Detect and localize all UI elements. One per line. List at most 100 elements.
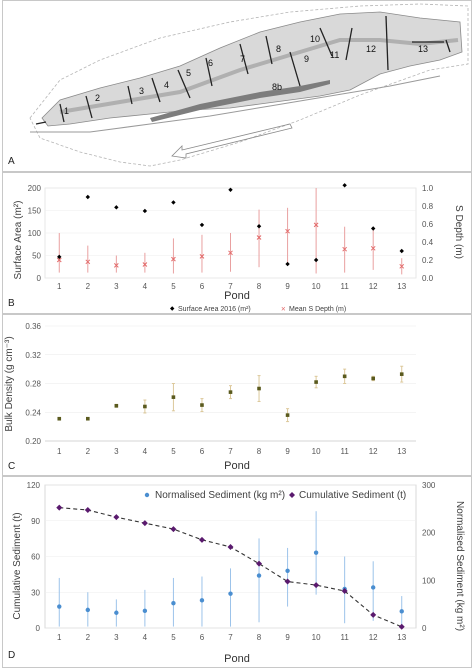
dark-spit [150, 80, 330, 122]
chart-b-ylabel: Surface Area (m²) [13, 201, 24, 280]
chart-d-xlabel: Pond [224, 653, 250, 665]
y-right-tick-label-b: 0.0 [422, 274, 434, 283]
surface-area-point [142, 208, 148, 214]
cumulative-point [227, 543, 234, 550]
y-tick-label-d: 30 [31, 588, 40, 597]
pond-label-11: 11 [330, 50, 339, 60]
panel-letter-d: D [8, 650, 15, 661]
density-point [57, 416, 62, 421]
density-point [143, 404, 147, 409]
x-tick-label-b: 4 [143, 282, 148, 291]
surface-area-point [228, 187, 233, 192]
normalised-point [313, 550, 319, 555]
surface-area-point [85, 194, 91, 200]
cumulative-point [141, 520, 148, 527]
x-tick-label-d: 11 [340, 633, 349, 642]
panel-letter-c: C [8, 461, 15, 472]
panel-letter-a: A [8, 156, 15, 167]
depth-point [228, 250, 233, 256]
y-tick-label-c: 0.28 [25, 380, 41, 389]
panel-c-border [2, 314, 472, 476]
depth-point [199, 254, 205, 259]
pond-label-6: 6 [208, 58, 213, 68]
x-tick-label-c: 11 [340, 447, 349, 456]
normalised-point [370, 585, 376, 590]
panel-b-border [2, 172, 472, 314]
cumulative-point [313, 582, 320, 589]
normalised-point [228, 591, 233, 596]
density-point [171, 395, 176, 399]
surface-area-point [313, 257, 319, 263]
x-tick-label-c: 12 [369, 447, 378, 456]
cumulative-point [84, 507, 91, 514]
x-tick-label-c: 8 [257, 447, 262, 456]
x-tick-label-d: 3 [114, 633, 119, 642]
legend-symbol-normalised [144, 492, 150, 498]
pond-label-7: 7 [240, 54, 245, 64]
x-tick-label-d: 12 [369, 633, 378, 642]
surface-area-point [199, 222, 205, 228]
panel-a-border [2, 0, 472, 172]
x-tick-label-b: 13 [397, 282, 406, 291]
depth-point [313, 222, 319, 228]
legend-symbol-cumulative [289, 492, 295, 498]
pond-label-4: 4 [164, 80, 169, 90]
cumulative-point [370, 611, 377, 618]
depth-point [56, 257, 62, 263]
depth-point [399, 263, 405, 269]
x-tick-label-c: 2 [86, 447, 91, 456]
density-point [114, 403, 119, 408]
y-right-tick-label-d: 300 [422, 481, 436, 490]
chart-d-ylabel: Cumulative Sediment (t) [12, 512, 23, 619]
cumulative-point [170, 526, 177, 533]
panel-b-chart: Surface Area (m²) S Depth (m) Pond B Sur… [0, 172, 474, 314]
y-tick-label-d: 90 [31, 517, 40, 526]
y-right-tick-label-b: 1.0 [422, 184, 434, 193]
x-tick-label-c: 13 [397, 447, 406, 456]
pond-dividers [35, 15, 451, 125]
chart-b-xlabel: Pond [224, 290, 250, 302]
density-point [200, 403, 204, 407]
x-tick-label-d: 10 [312, 633, 321, 642]
normalised-point [399, 609, 404, 614]
panel-c-chart: Bulk Density (g cm⁻³) Pond C 0.20 0.24 0.2… [0, 314, 474, 476]
chart-c-ylabel: Bulk Density (g cm⁻³) [4, 336, 15, 431]
density-point [342, 374, 347, 379]
surface-area-depth-chart: Surface Area (m²) S Depth (m) Pond B Sur… [8, 183, 464, 314]
normalised-point [57, 604, 62, 609]
x-tick-label-c: 5 [171, 447, 176, 456]
x-tick-label-b: 11 [340, 282, 349, 291]
pond-map: 1 2 3 4 5 6 7 8 8b 9 10 11 12 13 A [8, 3, 469, 167]
chart-c-xlabel: Pond [224, 460, 250, 472]
legend-normalised-sediment: Normalised Sediment (kg m²) [155, 490, 285, 501]
cumulative-point [256, 560, 263, 567]
density-point [86, 416, 90, 421]
x-tick-label-d: 1 [57, 633, 62, 642]
x-tick-label-c: 9 [285, 447, 290, 456]
pond-label-9: 9 [304, 54, 309, 64]
pond-label-3: 3 [139, 86, 144, 96]
x-tick-label-b: 3 [114, 282, 119, 291]
panel-letter-b: B [8, 298, 15, 309]
y-right-tick-label-b: 0.6 [422, 220, 434, 229]
x-tick-label-b: 10 [312, 282, 321, 291]
cumulative-point [198, 536, 205, 543]
x-tick-label-b: 8 [257, 282, 262, 291]
legend-cumulative-sediment: Cumulative Sediment (t) [299, 490, 406, 501]
density-point [257, 386, 261, 391]
normalised-point [85, 607, 91, 613]
x-tick-label-c: 1 [57, 447, 62, 456]
surface-area-point [114, 205, 119, 210]
x-tick-label-c: 3 [114, 447, 119, 456]
x-tick-label-c: 6 [200, 447, 205, 456]
y-right-tick-label-b: 0.8 [422, 202, 434, 211]
x-tick-label-c: 7 [228, 447, 233, 456]
y-tick-label-b: 50 [32, 252, 41, 261]
density-point [285, 413, 290, 417]
central-channel [59, 38, 459, 114]
pond-label-2: 2 [95, 93, 100, 103]
pond-label-13: 13 [418, 44, 428, 54]
x-tick-label-b: 6 [200, 282, 205, 291]
pond-label-10: 10 [310, 34, 320, 44]
depth-point [285, 228, 290, 234]
